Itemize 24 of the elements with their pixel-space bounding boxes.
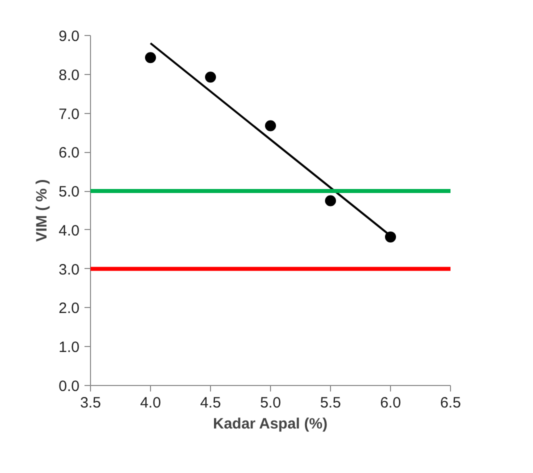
x-tick-label: 5.0 (260, 394, 281, 412)
y-tick-label: 2.0 (58, 300, 80, 318)
x-tick-label: 6.5 (440, 394, 461, 412)
y-tick-label: 3.0 (58, 261, 80, 278)
point (265, 120, 276, 132)
x-tick-label: 4.5 (200, 394, 221, 412)
x-tick-label: 5.5 (320, 394, 341, 412)
y-tick-label: 4.0 (58, 222, 80, 240)
point (385, 231, 396, 242)
point (205, 72, 216, 83)
point (145, 52, 156, 64)
y-tick-label: 0.0 (58, 378, 80, 395)
y-tick-label: 6.0 (58, 144, 80, 162)
x-tick-label: 4.0 (140, 394, 161, 412)
y-axis-title: VIM ( % ) (34, 179, 51, 242)
y-tick-label: 1.0 (58, 339, 80, 356)
y-tick-label: 9.0 (58, 28, 80, 45)
x-tick-label: 3.5 (80, 394, 101, 412)
point (325, 195, 336, 206)
x-axis-title: Kadar Aspal (%) (212, 416, 328, 432)
y-tick-label: 8.0 (58, 66, 80, 84)
x-tick-label: 6.0 (380, 394, 401, 412)
y-tick-label: 5.0 (58, 184, 80, 201)
y-tick-label: 7.0 (58, 106, 80, 123)
